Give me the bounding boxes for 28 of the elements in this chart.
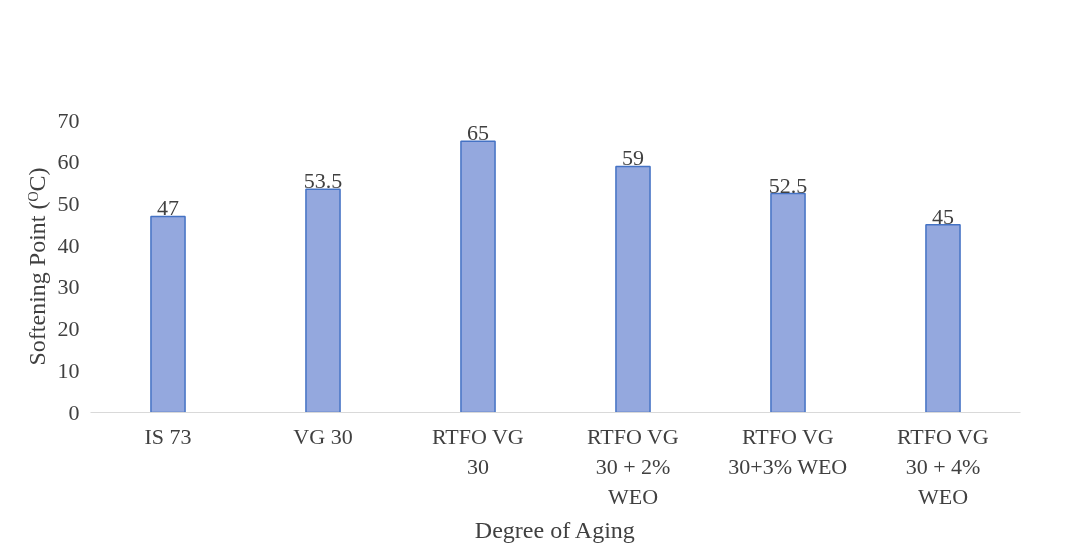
bar	[305, 188, 341, 413]
y-tick-label: 30	[57, 274, 80, 300]
data-label: 52.5	[768, 172, 808, 198]
y-tick-label: 10	[57, 357, 80, 383]
y-tick-label: 60	[57, 149, 80, 175]
x-tick-label: RTFO VG 30 + 2% WEO	[586, 423, 679, 509]
data-label: 65	[467, 120, 489, 146]
x-axis-title: Degree of Aging	[474, 516, 635, 543]
bar	[615, 165, 651, 413]
x-tick-label: RTFO VG 30 + 4% WEO	[896, 423, 989, 509]
bar	[150, 215, 186, 413]
y-tick-label: 50	[57, 190, 80, 216]
data-label: 45	[932, 203, 954, 229]
y-axis-title: Softening Point (ᴼC)	[23, 167, 50, 366]
x-tick-label: VG 30	[293, 423, 353, 449]
x-tick-label: RTFO VG 30+3% WEO	[728, 423, 848, 479]
data-label: 47	[157, 195, 179, 221]
y-tick-label: 70	[57, 107, 80, 133]
x-tick-label: RTFO VG 30	[431, 423, 524, 479]
x-tick-label: IS 73	[144, 423, 192, 449]
y-tick-label: 0	[68, 399, 80, 425]
data-label: 59	[622, 145, 644, 171]
bar	[925, 224, 961, 413]
y-tick-label: 20	[57, 316, 80, 342]
bar	[770, 192, 806, 413]
data-label: 53.5	[303, 168, 343, 194]
y-tick-label: 40	[57, 232, 80, 258]
bar	[460, 140, 496, 413]
